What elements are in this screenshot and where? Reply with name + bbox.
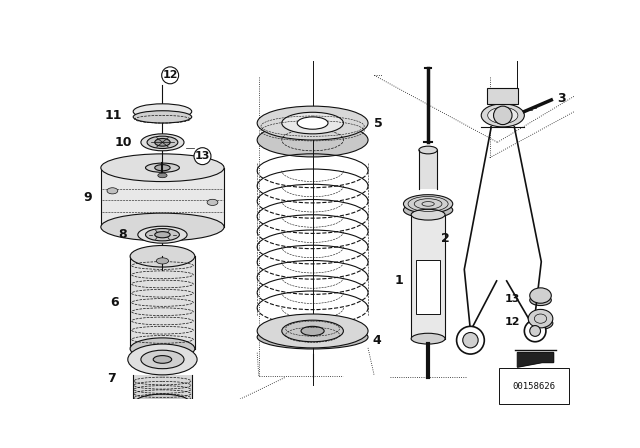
Ellipse shape [130,338,195,359]
Ellipse shape [155,165,170,171]
Polygon shape [517,353,554,367]
Ellipse shape [158,173,167,178]
Text: 9: 9 [83,191,92,204]
Ellipse shape [257,106,368,140]
Bar [133,375,192,404]
Ellipse shape [282,112,344,134]
Text: 13: 13 [195,151,210,161]
Ellipse shape [530,295,551,306]
Text: 12: 12 [505,317,520,327]
Ellipse shape [419,146,437,154]
Ellipse shape [128,344,197,375]
Circle shape [530,326,541,336]
Ellipse shape [488,107,518,124]
Ellipse shape [257,325,368,349]
Ellipse shape [528,317,553,329]
Bar [419,150,437,189]
Ellipse shape [133,394,192,414]
Text: 13: 13 [505,293,520,304]
Ellipse shape [133,104,192,119]
Text: 00158626: 00158626 [513,382,556,391]
Circle shape [493,106,512,125]
Ellipse shape [153,356,172,363]
Text: 5: 5 [374,116,383,129]
Ellipse shape [101,154,224,181]
Ellipse shape [481,104,524,127]
Ellipse shape [528,310,553,328]
Ellipse shape [411,209,445,220]
Ellipse shape [141,134,184,151]
Ellipse shape [155,232,170,238]
Circle shape [194,148,211,165]
Circle shape [456,326,484,354]
Text: 3: 3 [557,92,565,105]
Text: 6: 6 [111,296,119,309]
Bar [411,215,445,339]
Ellipse shape [282,320,344,342]
Text: 7: 7 [108,372,116,385]
Ellipse shape [530,288,551,303]
Text: 1: 1 [394,275,403,288]
Text: 10: 10 [114,136,132,149]
Bar [101,168,224,227]
Ellipse shape [411,333,445,344]
Ellipse shape [133,111,192,123]
Ellipse shape [145,163,179,172]
Ellipse shape [257,123,368,157]
Ellipse shape [107,188,118,194]
Text: 4: 4 [372,334,381,347]
Ellipse shape [156,258,168,264]
Ellipse shape [138,226,187,243]
Bar [130,256,195,349]
Ellipse shape [297,117,328,129]
Circle shape [162,67,179,84]
Ellipse shape [155,138,170,146]
Ellipse shape [145,228,179,241]
Ellipse shape [141,350,184,369]
Circle shape [524,320,546,342]
Ellipse shape [101,213,224,241]
Bar [488,88,518,104]
Ellipse shape [301,326,324,336]
Circle shape [463,332,478,348]
Ellipse shape [130,246,195,267]
Text: 11: 11 [105,109,122,122]
Text: 8: 8 [118,228,127,241]
Text: 12: 12 [163,70,178,80]
Text: 2: 2 [441,232,449,245]
Ellipse shape [207,199,218,206]
Bar [416,260,440,314]
Ellipse shape [403,202,452,218]
Ellipse shape [257,314,368,348]
Ellipse shape [403,195,452,213]
Ellipse shape [147,136,178,148]
